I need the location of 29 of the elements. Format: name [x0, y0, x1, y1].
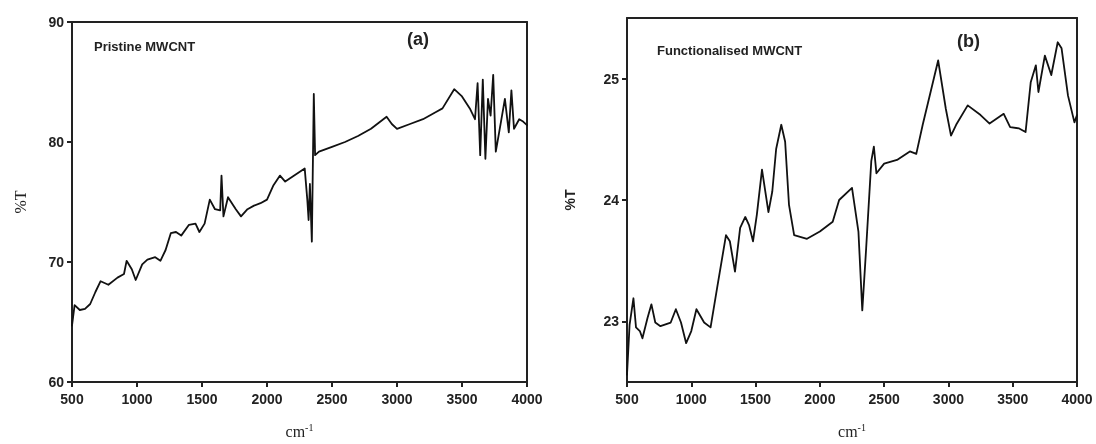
annotation: Functionalised MWCNT	[657, 43, 803, 58]
x-tick-label: 2500	[316, 391, 348, 407]
y-tick-label: 80	[48, 134, 65, 150]
x-tick-label: 4000	[511, 391, 543, 407]
x-tick-label: 1000	[121, 391, 153, 407]
y-tick-label: 23	[603, 313, 620, 330]
y-tick-label: 25	[603, 70, 620, 87]
x-tick-label: 500	[60, 391, 84, 407]
annotation: (b)	[957, 31, 980, 51]
y-axis-title: %T	[562, 189, 578, 211]
x-tick-label: 1500	[186, 391, 218, 407]
annotation: (a)	[407, 29, 429, 49]
x-tick-label: 2500	[868, 391, 900, 407]
x-tick-label: 2000	[804, 391, 836, 407]
x-tick-label: 3000	[381, 391, 413, 407]
x-tick-label: 3000	[932, 391, 965, 407]
y-tick-label: 90	[48, 14, 65, 30]
x-tick-label: 1500	[739, 391, 772, 407]
x-tick-label: 4000	[1061, 391, 1093, 407]
x-tick-label: 1000	[675, 391, 708, 407]
y-axis-title: %T	[11, 190, 29, 214]
x-tick-label: 500	[615, 391, 639, 407]
x-tick-label: 3500	[446, 391, 478, 407]
y-tick-label: 70	[48, 254, 65, 270]
x-tick-label: 2000	[251, 391, 283, 407]
annotation: Pristine MWCNT	[94, 39, 196, 54]
x-tick-label: 3500	[997, 391, 1029, 407]
y-tick-label: 24	[603, 192, 620, 208]
y-tick-label: 60	[48, 374, 65, 390]
